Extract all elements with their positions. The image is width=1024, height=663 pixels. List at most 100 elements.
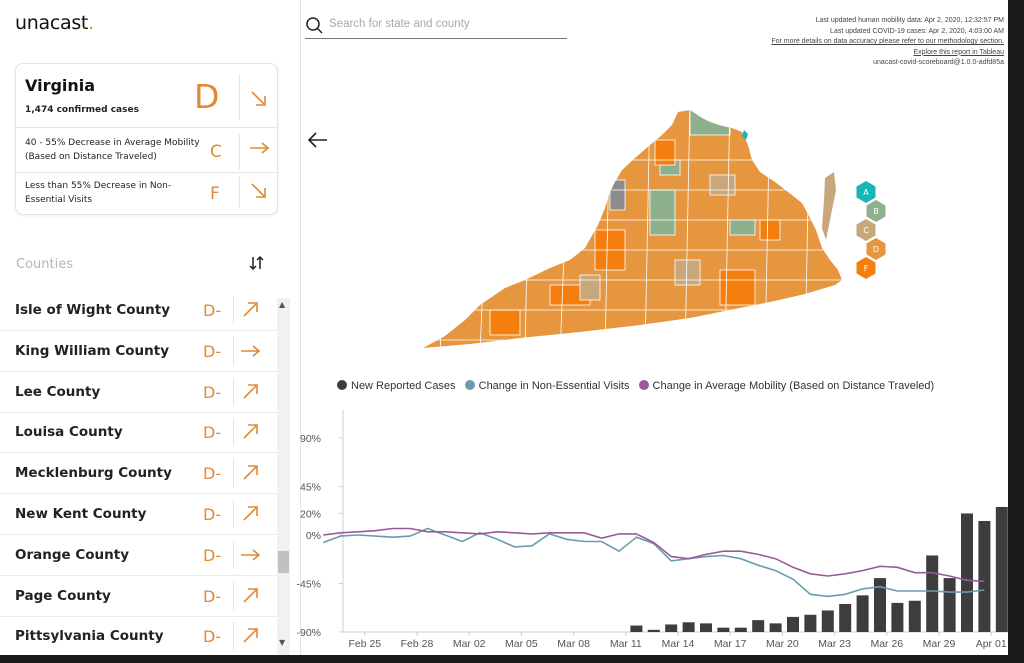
cases-bar[interactable] [978,520,991,632]
grade-label: C [863,226,869,235]
cases-dot-icon [337,380,347,390]
county-name: Isle of Wight County [15,302,170,318]
trend-flat-icon [241,345,261,357]
divider [233,336,234,365]
mobility-line[interactable] [323,527,985,583]
confirmed-cases: 1,474 confirmed cases [25,105,139,115]
cases-bar[interactable] [995,506,1008,632]
grade-label: A [863,188,869,197]
cases-bar[interactable] [821,610,834,632]
cases-bar[interactable] [891,602,904,632]
legend-visits[interactable]: Change in Non-Essential Visits [464,380,629,392]
visits-dot-icon [464,380,475,390]
search-input[interactable] [327,17,566,31]
cases-bar[interactable] [752,620,765,632]
mobility-update-text: Last updated human mobility data: Apr 2,… [815,17,1004,24]
grade-hex-d [866,238,886,260]
trend-up-icon [243,383,258,399]
county-name: Orange County [15,546,130,563]
county-grade: D- [203,301,222,320]
cases-bar[interactable] [717,627,730,632]
counties-heading: Counties [16,257,73,272]
county-grade: D- [203,505,222,524]
scroll-up-icon[interactable]: ▲ [279,300,286,309]
trend-up-icon [243,424,258,439]
county-row[interactable]: Mecklenburg County D- [0,453,277,495]
cases-bar[interactable] [769,623,782,632]
x-tick-label: Mar 20 [766,638,799,650]
cases-bar[interactable] [839,603,852,632]
county-name: Pittsylvania County [15,628,164,645]
cases-bar[interactable] [926,555,939,632]
cases-bar[interactable] [787,616,799,632]
cases-bar[interactable] [647,629,660,632]
divider [16,172,277,173]
cases-bar[interactable] [874,578,886,632]
trend-down-icon [251,183,266,198]
cases-bar[interactable] [700,623,712,632]
grade-label: D [873,245,879,254]
county-row[interactable]: King William County D- [0,331,277,372]
metric-visits-label: Less than 55% Decrease in Non-Essential … [25,181,172,205]
y-tick-label: 0% [306,530,321,542]
unacast-logo[interactable]: unacast. [15,12,94,34]
cases-bar[interactable] [734,627,747,632]
divider [233,296,234,324]
time-series-chart[interactable]: 90% 45% 20% 0% -45% -90% Feb 25 Feb 28 Mar 02 Mar… [290,410,1008,655]
divider [239,134,240,170]
visits-line[interactable] [322,527,985,598]
county-row[interactable]: Page County D- [0,576,277,617]
search-box[interactable] [305,14,567,39]
divider [233,581,234,610]
cases-bar[interactable] [665,624,678,632]
sort-icon[interactable] [248,254,266,272]
trend-flat-icon [241,549,261,561]
search-icon [306,17,323,34]
cases-bar[interactable] [856,595,869,632]
arlington-region [742,130,748,140]
cases-bar[interactable] [804,614,817,632]
divider [233,500,234,528]
divider [233,418,234,447]
scroll-down-icon[interactable]: ▼ [279,638,286,647]
x-tick-label: Mar 05 [505,638,538,650]
county-row[interactable]: Orange County D- [0,535,277,576]
state-grade: D [194,77,220,116]
county-row[interactable]: New Kent County D- [0,494,277,535]
divider [233,540,234,569]
divider [16,127,277,128]
eastern-shore-region [822,172,836,240]
scrollbar-thumb[interactable] [278,551,289,573]
grade-legend: A B C D F [856,181,886,279]
metric-visits-grade: F [210,184,220,204]
version-text: unacast-covid-scoreboard@1.0.0-adfd85a [873,59,1004,66]
back-arrow-icon[interactable] [307,130,329,150]
grade-hex-b [866,200,886,222]
county-name: Lee County [15,383,101,400]
trend-down-icon [251,91,266,106]
x-tick-label: Mar 08 [557,638,590,650]
trend-up-icon [243,628,258,643]
cases-bar[interactable] [961,513,973,632]
virginia-county-map[interactable] [410,100,850,355]
cases-bar[interactable] [630,625,643,632]
cases-bar[interactable] [908,600,921,632]
trend-up-icon [243,506,258,521]
mobility-dot-icon [638,380,649,390]
x-tick-label: Mar 26 [870,638,903,650]
county-row[interactable]: Lee County D- [0,372,277,413]
methodology-link[interactable]: For more details on data accuracy please… [771,38,1004,45]
tableau-link[interactable]: Explore this report in Tableau [913,48,1004,56]
legend-cases[interactable]: New Reported Cases [337,380,456,392]
county-row[interactable]: Isle of Wight County D- [0,290,277,331]
county-row[interactable]: Louisa County D- [0,412,277,454]
grade-label: F [864,264,869,273]
county-grade: D- [203,341,222,361]
county-row[interactable]: Pittsylvania County D- [0,616,277,655]
cases-bar[interactable] [943,578,956,632]
county-list-scrollbar[interactable]: ▲ ▼ [277,298,290,655]
county-grade: D- [203,586,222,606]
legend-mobility[interactable]: Change in Average Mobility (Based on Dis… [638,380,934,392]
x-tick-label: Mar 29 [923,638,956,650]
cases-bar[interactable] [682,622,695,632]
